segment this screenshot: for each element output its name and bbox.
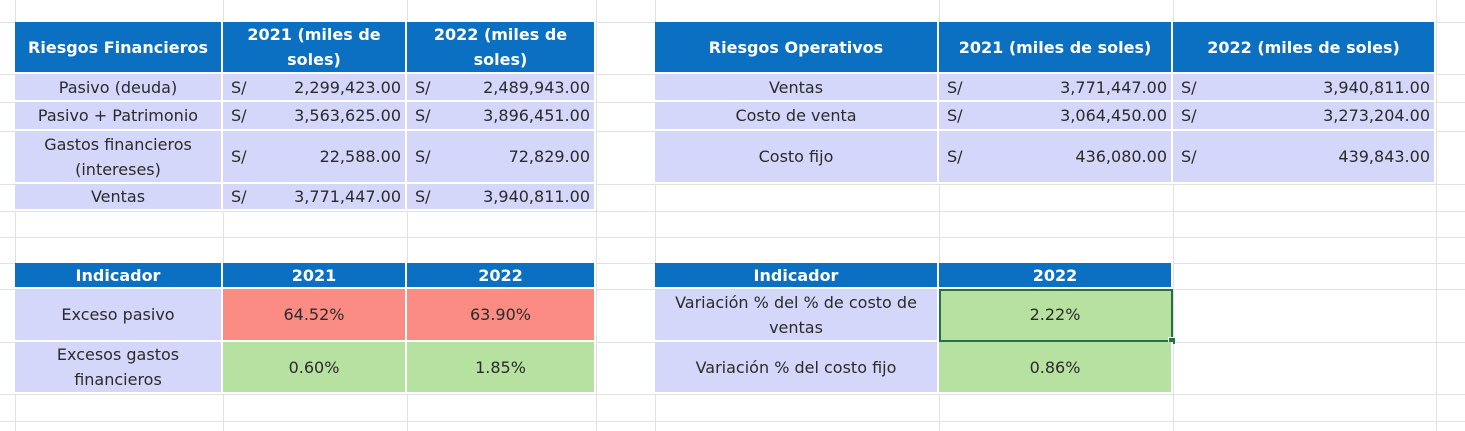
- row-label-exceso-pasivo[interactable]: Exceso pasivo: [15, 289, 223, 342]
- value: 3,563,625.00: [294, 106, 401, 125]
- value: 3,940,811.00: [483, 187, 590, 206]
- row-label-ventas[interactable]: Ventas: [15, 184, 223, 211]
- cell-2021[interactable]: S/2,299,423.00: [223, 74, 407, 102]
- cell-2022-selected[interactable]: 2.22%: [939, 289, 1173, 342]
- currency-symbol: S/: [231, 147, 247, 166]
- currency-symbol: S/: [947, 77, 963, 97]
- header-2021[interactable]: 2021 (miles de soles): [223, 22, 407, 74]
- row-label-pasivo-patrimonio[interactable]: Pasivo + Patrimonio: [15, 102, 223, 131]
- value: 3,771,447.00: [294, 187, 401, 206]
- value: 72,829.00: [508, 147, 590, 166]
- row-label-excesos-gastos-financieros[interactable]: Excesos gastos financieros: [15, 342, 223, 394]
- header-2022[interactable]: 2022: [407, 263, 596, 289]
- value: 3,896,451.00: [483, 106, 590, 125]
- cell-2022[interactable]: S/2,489,943.00: [407, 74, 596, 102]
- row-label-pasivo[interactable]: Pasivo (deuda): [15, 74, 223, 102]
- cell-2021[interactable]: S/3,771,447.00: [939, 74, 1173, 102]
- header-2022[interactable]: 2022 (miles de soles): [1173, 22, 1436, 74]
- cell-2022[interactable]: S/439,843.00: [1173, 131, 1436, 184]
- cell-2022[interactable]: S/3,896,451.00: [407, 102, 596, 131]
- row-label-variacion-costo-ventas[interactable]: Variación % del % de costo de ventas: [655, 289, 939, 342]
- currency-symbol: S/: [231, 77, 247, 97]
- value: 2,299,423.00: [294, 77, 401, 97]
- currency-symbol: S/: [231, 187, 247, 206]
- header-2021[interactable]: 2021 (miles de soles): [939, 22, 1173, 74]
- value: 436,080.00: [1075, 147, 1167, 166]
- currency-symbol: S/: [947, 106, 963, 125]
- cell-2022-good[interactable]: 1.85%: [407, 342, 596, 394]
- header-2022[interactable]: 2022 (miles de soles): [407, 22, 596, 74]
- cell-2021[interactable]: S/3,563,625.00: [223, 102, 407, 131]
- cell-2022-good[interactable]: 0.86%: [939, 342, 1173, 394]
- row-label-ventas[interactable]: Ventas: [655, 74, 939, 102]
- currency-symbol: S/: [947, 147, 963, 166]
- cell-2022[interactable]: S/72,829.00: [407, 131, 596, 184]
- value: 22,588.00: [319, 147, 401, 166]
- value: 2,489,943.00: [483, 77, 590, 97]
- header-indicador[interactable]: Indicador: [655, 263, 939, 289]
- cell-2021-good[interactable]: 0.60%: [223, 342, 407, 394]
- value: 3,064,450.00: [1060, 106, 1167, 125]
- header-indicador[interactable]: Indicador: [15, 263, 223, 289]
- row-label-costo-fijo[interactable]: Costo fijo: [655, 131, 939, 184]
- header-2022[interactable]: 2022: [939, 263, 1173, 289]
- cell-2021[interactable]: S/3,064,450.00: [939, 102, 1173, 131]
- currency-symbol: S/: [415, 187, 431, 206]
- currency-symbol: S/: [415, 147, 431, 166]
- value: 3,771,447.00: [1060, 77, 1167, 97]
- cell-2022[interactable]: S/3,940,811.00: [407, 184, 596, 211]
- value: 3,940,811.00: [1323, 77, 1430, 97]
- cell-2021[interactable]: S/3,771,447.00: [223, 184, 407, 211]
- currency-symbol: S/: [1181, 106, 1197, 125]
- cell-2021[interactable]: S/436,080.00: [939, 131, 1173, 184]
- cell-2021-bad[interactable]: 64.52%: [223, 289, 407, 342]
- cell-2022[interactable]: S/3,273,204.00: [1173, 102, 1436, 131]
- value: 439,843.00: [1338, 147, 1430, 166]
- value: 3,273,204.00: [1323, 106, 1430, 125]
- cell-2021[interactable]: S/22,588.00: [223, 131, 407, 184]
- currency-symbol: S/: [415, 77, 431, 97]
- header-riesgos-financieros[interactable]: Riesgos Financieros: [15, 22, 223, 74]
- currency-symbol: S/: [1181, 147, 1197, 166]
- header-2021[interactable]: 2021: [223, 263, 407, 289]
- row-label-gastos-financieros[interactable]: Gastos financieros (intereses): [15, 131, 223, 184]
- row-label-variacion-costo-fijo[interactable]: Variación % del costo fijo: [655, 342, 939, 394]
- currency-symbol: S/: [231, 106, 247, 125]
- cell-2022-bad[interactable]: 63.90%: [407, 289, 596, 342]
- header-riesgos-operativos[interactable]: Riesgos Operativos: [655, 22, 939, 74]
- currency-symbol: S/: [1181, 77, 1197, 97]
- currency-symbol: S/: [415, 106, 431, 125]
- row-label-costo-de-venta[interactable]: Costo de venta: [655, 102, 939, 131]
- cell-2022[interactable]: S/3,940,811.00: [1173, 74, 1436, 102]
